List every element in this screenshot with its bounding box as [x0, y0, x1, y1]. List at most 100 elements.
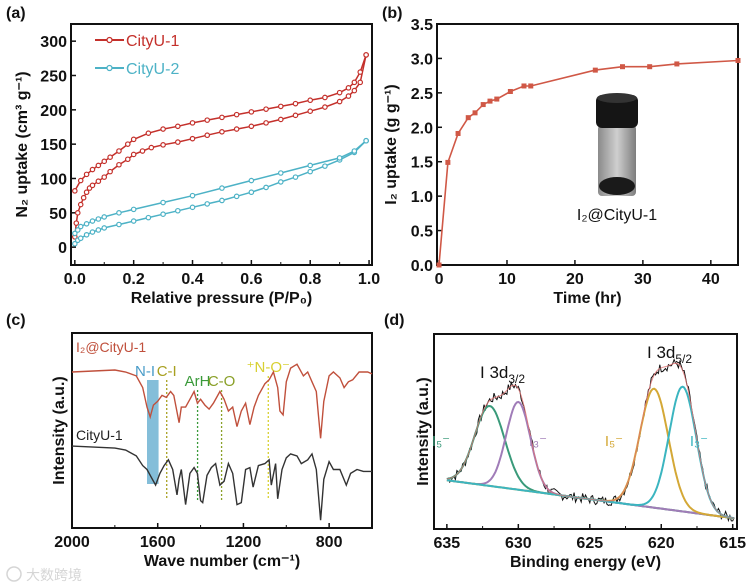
data-point — [101, 214, 108, 220]
watermark-text: 大数跨境 — [26, 567, 82, 583]
data-point — [307, 162, 314, 169]
x-tick-label: 635 — [434, 535, 461, 552]
data-point — [160, 199, 166, 206]
data-point — [494, 96, 500, 102]
watermark-logo: 大数跨境 — [6, 566, 82, 583]
data-point — [307, 97, 314, 104]
panel-c: 2000 1600 1200 800 Wave number (cm⁻¹) Intensi… — [6, 312, 373, 570]
data-point — [233, 111, 240, 118]
data-point — [507, 88, 513, 94]
data-point — [160, 126, 166, 132]
y-tick-label: 50 — [49, 206, 67, 223]
data-point — [277, 116, 284, 123]
data-point — [175, 207, 181, 214]
x-tick-label: 615 — [719, 535, 746, 552]
data-point — [647, 64, 653, 70]
vial-powder — [599, 177, 635, 195]
plot-frame — [70, 23, 373, 266]
data-point — [619, 64, 625, 70]
data-point — [72, 188, 78, 194]
legend-marker — [106, 36, 113, 44]
x-axis-label: Time (hr) — [553, 290, 621, 307]
data-point — [263, 120, 269, 126]
data-point — [322, 104, 328, 110]
panel-a: 0.0 0.2 0.4 0.6 0.8 1.0 0 50 100 150 200 250 300 Rela… — [6, 5, 380, 307]
data-point — [445, 159, 451, 165]
data-point — [74, 210, 81, 216]
marker-label: C-I — [157, 363, 177, 380]
data-point — [336, 155, 343, 161]
data-point — [204, 201, 211, 207]
data-point — [145, 214, 152, 221]
data-point — [277, 103, 284, 110]
peak-label-subscript: 3/2 — [508, 372, 525, 386]
data-point — [95, 162, 102, 169]
data-point — [248, 123, 255, 130]
data-point — [175, 139, 181, 145]
data-point — [735, 57, 741, 63]
spectrum-i2-cityu-1 — [71, 363, 373, 439]
y-tick-label: 150 — [40, 137, 67, 154]
marker-label: ArH — [185, 373, 211, 390]
y-tick-label: 250 — [40, 68, 67, 85]
data-point — [74, 227, 81, 233]
y-tick-label: 3.0 — [411, 51, 433, 68]
data-point — [89, 229, 96, 235]
data-point — [204, 132, 211, 139]
panel-d: 635 630 625 620 615 Binding energy (eV) Intens… — [384, 312, 746, 571]
data-point — [307, 108, 314, 114]
fit-envelope — [446, 362, 735, 519]
n-i-band — [147, 380, 159, 484]
data-point — [465, 115, 471, 121]
data-point — [189, 120, 196, 126]
data-point — [77, 223, 84, 230]
x-tick-label: 0.2 — [123, 271, 145, 288]
data-point — [592, 67, 598, 73]
series-line-CityU-1-desorption — [74, 54, 367, 192]
data-point — [107, 168, 113, 175]
data-point — [116, 148, 122, 154]
marker-label: ⁺N-O⁻ — [247, 359, 290, 376]
data-point — [124, 156, 131, 163]
data-point — [363, 137, 369, 144]
y-tick-label: 300 — [40, 34, 67, 51]
x-tick-label: 2000 — [54, 534, 90, 551]
plot-frame — [436, 23, 739, 266]
data-point — [345, 85, 352, 91]
data-point — [160, 211, 166, 217]
data-point — [357, 69, 364, 75]
data-point — [307, 168, 314, 175]
component-label: I₅⁻ — [605, 433, 623, 450]
data-point — [248, 189, 255, 196]
x-tick-label: 630 — [505, 535, 532, 552]
series-label: I₂@CityU-1 — [76, 339, 146, 355]
data-point — [292, 174, 299, 180]
x-tick-label: 1200 — [226, 534, 262, 551]
data-point — [674, 61, 680, 67]
data-point — [345, 93, 352, 99]
data-point — [80, 194, 87, 201]
data-point — [130, 218, 137, 224]
data-point — [480, 102, 486, 108]
data-point — [130, 151, 137, 158]
x-tick-label: 20 — [566, 271, 584, 288]
data-point — [436, 262, 442, 268]
x-tick-label: 0.4 — [181, 271, 203, 288]
data-point — [95, 178, 102, 185]
data-point — [357, 79, 364, 86]
data-point — [83, 221, 90, 227]
data-point — [116, 210, 122, 216]
x-axis-label: Wave number (cm⁻¹) — [144, 553, 300, 570]
data-point — [73, 220, 80, 226]
data-point — [277, 170, 284, 176]
data-point — [83, 189, 90, 196]
data-point — [322, 94, 328, 101]
x-tick-label: 1600 — [140, 534, 176, 551]
data-point — [83, 231, 90, 238]
series-label: CityU-1 — [76, 427, 123, 443]
x-tick-label: 620 — [648, 535, 675, 552]
x-tick-label: 30 — [634, 271, 652, 288]
series-line-CityU-1-adsorption — [74, 54, 367, 237]
data-point — [292, 100, 299, 107]
y-tick-label: 100 — [40, 171, 67, 188]
